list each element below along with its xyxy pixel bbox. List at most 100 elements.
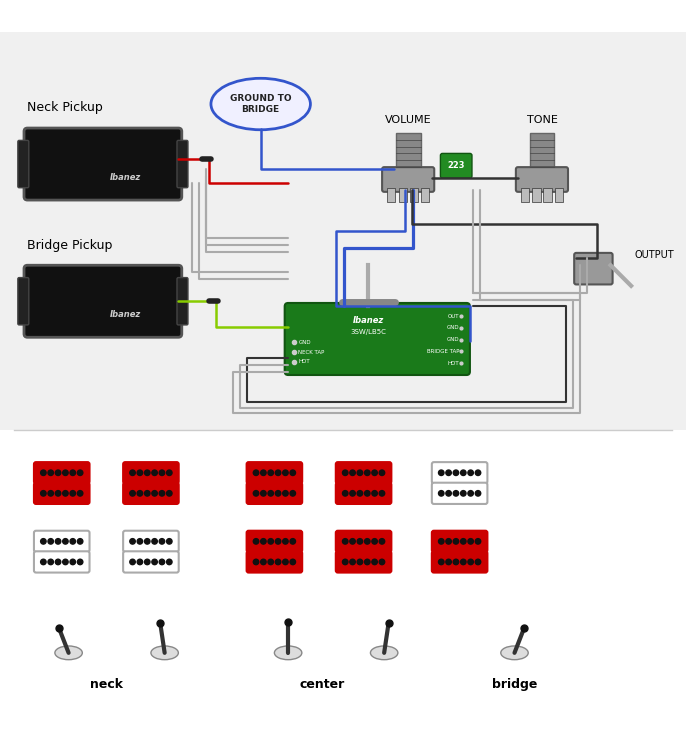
Circle shape [364, 470, 370, 476]
Circle shape [283, 538, 288, 544]
FancyBboxPatch shape [432, 483, 487, 504]
Circle shape [261, 470, 266, 476]
Circle shape [357, 490, 363, 496]
FancyBboxPatch shape [247, 531, 303, 552]
Circle shape [468, 538, 473, 544]
Circle shape [253, 490, 259, 496]
Circle shape [167, 560, 172, 565]
Circle shape [290, 538, 296, 544]
FancyBboxPatch shape [34, 551, 89, 572]
Circle shape [152, 490, 157, 496]
Circle shape [460, 490, 466, 496]
Circle shape [283, 490, 288, 496]
Bar [396, 133, 421, 170]
Circle shape [275, 560, 281, 565]
Circle shape [453, 470, 459, 476]
FancyBboxPatch shape [24, 128, 182, 200]
Circle shape [283, 470, 288, 476]
Bar [521, 188, 529, 202]
Circle shape [62, 560, 68, 565]
FancyBboxPatch shape [336, 551, 391, 572]
Ellipse shape [151, 646, 178, 660]
Circle shape [62, 538, 68, 544]
FancyBboxPatch shape [34, 483, 89, 504]
Circle shape [167, 470, 172, 476]
Circle shape [40, 538, 46, 544]
Bar [387, 188, 395, 202]
Circle shape [137, 470, 143, 476]
Text: Bridge Pickup: Bridge Pickup [27, 238, 113, 251]
Ellipse shape [55, 646, 82, 660]
Circle shape [364, 490, 370, 496]
Text: Ibanez: Ibanez [353, 316, 384, 326]
Circle shape [290, 470, 296, 476]
FancyBboxPatch shape [336, 462, 391, 484]
Circle shape [159, 538, 165, 544]
FancyBboxPatch shape [18, 140, 29, 188]
Bar [410, 188, 418, 202]
Text: 3SW/LB5C: 3SW/LB5C [351, 329, 386, 335]
Ellipse shape [370, 646, 398, 660]
Circle shape [468, 470, 473, 476]
Circle shape [372, 560, 377, 565]
Text: bridge: bridge [492, 677, 537, 691]
Ellipse shape [211, 78, 310, 130]
Circle shape [372, 538, 377, 544]
Text: VOLUME: VOLUME [385, 115, 431, 125]
Circle shape [62, 490, 68, 496]
FancyBboxPatch shape [432, 551, 487, 572]
Circle shape [438, 538, 444, 544]
Ellipse shape [274, 646, 302, 660]
Circle shape [48, 538, 54, 544]
Circle shape [268, 490, 274, 496]
Text: neck: neck [90, 677, 123, 691]
FancyBboxPatch shape [516, 167, 568, 192]
Circle shape [342, 490, 348, 496]
FancyBboxPatch shape [336, 531, 391, 552]
Text: OUTPUT: OUTPUT [635, 250, 674, 260]
Circle shape [261, 538, 266, 544]
Circle shape [253, 470, 259, 476]
Circle shape [468, 560, 473, 565]
FancyBboxPatch shape [382, 167, 434, 192]
Bar [543, 188, 552, 202]
Text: NECK TAP: NECK TAP [298, 350, 324, 355]
Circle shape [438, 490, 444, 496]
Circle shape [453, 490, 459, 496]
Circle shape [446, 490, 451, 496]
Circle shape [372, 470, 377, 476]
Circle shape [261, 490, 266, 496]
Circle shape [62, 470, 68, 476]
Text: GND: GND [447, 338, 460, 342]
Circle shape [268, 470, 274, 476]
Circle shape [56, 560, 61, 565]
Circle shape [167, 538, 172, 544]
Circle shape [475, 560, 481, 565]
Bar [421, 188, 429, 202]
Circle shape [145, 538, 150, 544]
Circle shape [159, 490, 165, 496]
Circle shape [70, 470, 75, 476]
Circle shape [379, 470, 385, 476]
Circle shape [350, 490, 355, 496]
Circle shape [78, 538, 83, 544]
Circle shape [379, 490, 385, 496]
Circle shape [438, 560, 444, 565]
Circle shape [78, 560, 83, 565]
Circle shape [70, 560, 75, 565]
Circle shape [78, 470, 83, 476]
Circle shape [268, 560, 274, 565]
Circle shape [167, 490, 172, 496]
Circle shape [468, 490, 473, 496]
Text: HOT: HOT [448, 361, 460, 365]
Text: Neck Pickup: Neck Pickup [27, 101, 103, 114]
Text: Ibanez: Ibanez [110, 172, 141, 182]
Circle shape [268, 538, 274, 544]
Circle shape [475, 470, 481, 476]
Circle shape [159, 470, 165, 476]
Circle shape [350, 560, 355, 565]
Circle shape [40, 470, 46, 476]
Circle shape [137, 538, 143, 544]
Text: Ibanez: Ibanez [110, 310, 141, 319]
Circle shape [438, 470, 444, 476]
